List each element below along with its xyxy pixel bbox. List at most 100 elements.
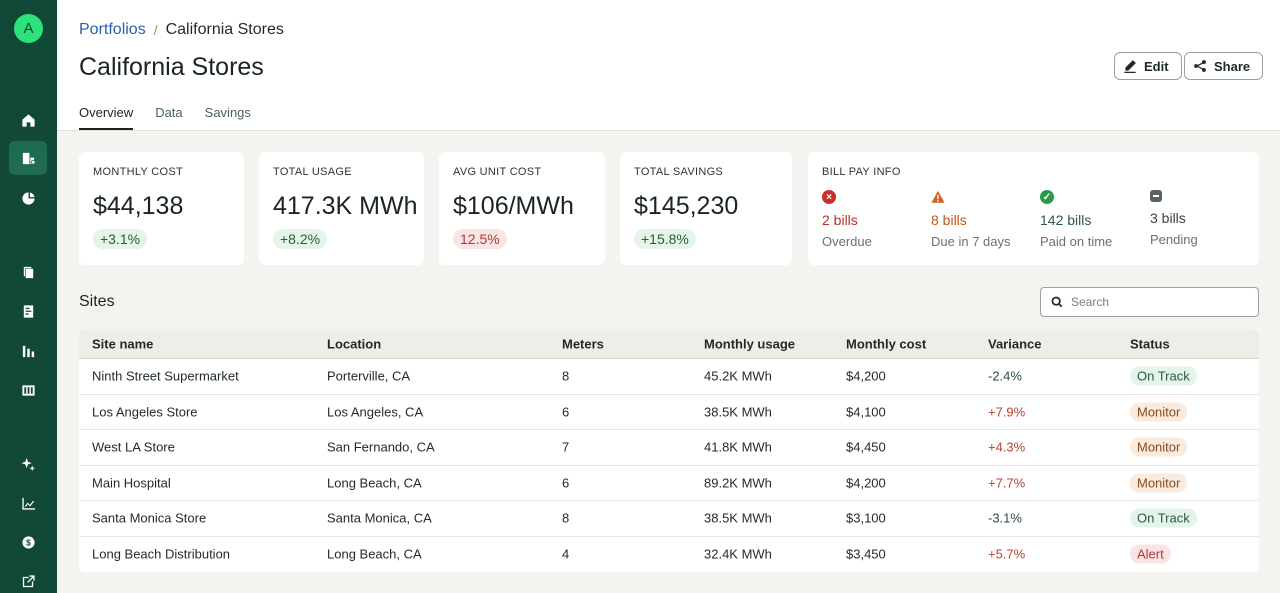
search-box[interactable]: [1040, 287, 1259, 317]
check-circle-icon: ✓: [1040, 190, 1054, 204]
portfolio-icon[interactable]: [9, 141, 47, 175]
page-title: California Stores: [79, 53, 264, 81]
bill-sub: Paid on time: [1040, 234, 1113, 249]
table-row[interactable]: Los Angeles Store Los Angeles, CA 6 38.5…: [79, 395, 1259, 430]
site-cost: $4,200: [846, 475, 886, 491]
site-usage: 45.2K MWh: [704, 368, 772, 384]
site-name[interactable]: Main Hospital: [92, 475, 171, 491]
bill-pay-card: BILL PAY INFO × 2 bills Overdue 8 bills …: [808, 152, 1259, 265]
stat-label: AVG UNIT COST: [453, 166, 542, 178]
stat-card-avg-unit-cost: AVG UNIT COST $106/MWh 12.5%: [439, 152, 605, 265]
site-name[interactable]: Los Angeles Store: [92, 404, 198, 420]
table-row[interactable]: Ninth Street Supermarket Porterville, CA…: [79, 359, 1259, 395]
bar-chart-icon[interactable]: [9, 334, 47, 368]
table-row[interactable]: Long Beach Distribution Long Beach, CA 4…: [79, 537, 1259, 573]
page-header: Portfolios / California Stores Californi…: [57, 0, 1280, 131]
col-header-status[interactable]: Status: [1130, 336, 1170, 351]
site-meters: 7: [562, 439, 570, 455]
site-variance: +5.7%: [988, 546, 1026, 562]
sites-title: Sites: [79, 293, 115, 310]
search-input[interactable]: [1071, 295, 1241, 309]
trend-icon[interactable]: [9, 486, 47, 520]
stat-change-badge: 12.5%: [453, 229, 507, 249]
table-row[interactable]: Santa Monica Store Santa Monica, CA 8 38…: [79, 501, 1259, 537]
bill-count: 2 bills: [822, 212, 858, 228]
columns-icon[interactable]: [9, 373, 47, 407]
sidebar: A $: [0, 0, 57, 593]
stat-value: $145,230: [634, 192, 739, 220]
dollar-icon[interactable]: $: [9, 525, 47, 559]
col-header-location[interactable]: Location: [327, 336, 382, 351]
stat-label: TOTAL SAVINGS: [634, 166, 724, 178]
external-link-icon[interactable]: [9, 564, 47, 593]
site-usage: 41.8K MWh: [704, 439, 772, 455]
site-meters: 6: [562, 404, 570, 420]
svg-text:$: $: [26, 537, 31, 547]
share-icon: [1194, 60, 1206, 72]
site-cost: $4,100: [846, 404, 886, 420]
pending-icon: [1150, 190, 1162, 202]
bill-paid[interactable]: ✓ 142 bills Paid on time: [1040, 190, 1112, 249]
invoice-icon[interactable]: [9, 294, 47, 328]
logo-letter: A: [23, 20, 34, 37]
table-row[interactable]: West LA Store San Fernando, CA 7 41.8K M…: [79, 430, 1259, 466]
status-badge: On Track: [1130, 366, 1197, 386]
status-badge: Monitor: [1130, 402, 1188, 422]
status-badge: Alert: [1130, 544, 1171, 564]
site-variance: +7.9%: [988, 404, 1026, 420]
site-cost: $3,450: [846, 546, 886, 562]
site-usage: 38.5K MWh: [704, 510, 772, 526]
logo[interactable]: A: [14, 14, 43, 43]
sites-table: Site name Location Meters Monthly usage …: [79, 329, 1259, 572]
site-name[interactable]: Santa Monica Store: [92, 510, 207, 526]
bill-sub: Due in 7 days: [931, 234, 1011, 249]
stat-value: $44,138: [93, 192, 184, 220]
stat-change-badge: +15.8%: [634, 229, 696, 249]
stat-label: MONTHLY COST: [93, 166, 183, 178]
tab-overview[interactable]: Overview: [79, 105, 134, 130]
edit-button[interactable]: Edit: [1114, 52, 1182, 80]
site-meters: 4: [562, 546, 570, 562]
tab-savings[interactable]: Savings: [204, 105, 251, 120]
bill-due-soon[interactable]: 8 bills Due in 7 days: [931, 190, 1011, 249]
col-header-variance[interactable]: Variance: [988, 336, 1042, 351]
bill-pay-label: BILL PAY INFO: [822, 166, 901, 178]
stat-card-total-savings: TOTAL SAVINGS $145,230 +15.8%: [620, 152, 792, 265]
table-header: Site name Location Meters Monthly usage …: [79, 329, 1259, 359]
sparkle-icon[interactable]: [9, 447, 47, 481]
pie-chart-icon[interactable]: [9, 181, 47, 215]
home-icon[interactable]: [9, 103, 47, 137]
site-name[interactable]: Long Beach Distribution: [92, 546, 231, 562]
bill-overdue[interactable]: × 2 bills Overdue: [822, 190, 872, 249]
site-meters: 6: [562, 475, 570, 491]
tab-data[interactable]: Data: [155, 105, 183, 120]
copy-icon[interactable]: [9, 255, 47, 289]
col-header-site-name[interactable]: Site name: [92, 336, 154, 351]
site-variance: -2.4%: [988, 368, 1022, 384]
site-variance: +4.3%: [988, 439, 1026, 455]
col-header-meters[interactable]: Meters: [562, 336, 604, 351]
stat-card-total-usage: TOTAL USAGE 417.3K MWh +8.2%: [259, 152, 424, 265]
search-icon: [1051, 296, 1063, 308]
col-header-monthly-usage[interactable]: Monthly usage: [704, 336, 796, 351]
bill-count: 3 bills: [1150, 210, 1186, 226]
site-name[interactable]: Ninth Street Supermarket: [92, 368, 239, 384]
site-variance: -3.1%: [988, 510, 1022, 526]
site-cost: $4,450: [846, 439, 886, 455]
col-header-monthly-cost[interactable]: Monthly cost: [846, 336, 927, 351]
site-name[interactable]: West LA Store: [92, 439, 175, 455]
share-button[interactable]: Share: [1184, 52, 1264, 80]
table-row[interactable]: Main Hospital Long Beach, CA 6 89.2K MWh…: [79, 466, 1259, 501]
site-usage: 32.4K MWh: [704, 546, 772, 562]
breadcrumb-portfolios-link[interactable]: Portfolios: [79, 21, 146, 38]
site-location: Los Angeles, CA: [327, 404, 424, 420]
bill-count: 8 bills: [931, 212, 967, 228]
stat-label: TOTAL USAGE: [273, 166, 352, 178]
breadcrumb-separator: /: [153, 22, 158, 38]
bill-pending[interactable]: 3 bills Pending: [1150, 190, 1198, 247]
stat-value: $106/MWh: [453, 192, 574, 220]
site-location: Porterville, CA: [327, 368, 411, 384]
stat-change-badge: +8.2%: [273, 229, 328, 249]
site-location: Long Beach, CA: [327, 546, 422, 562]
site-usage: 89.2K MWh: [704, 475, 772, 491]
